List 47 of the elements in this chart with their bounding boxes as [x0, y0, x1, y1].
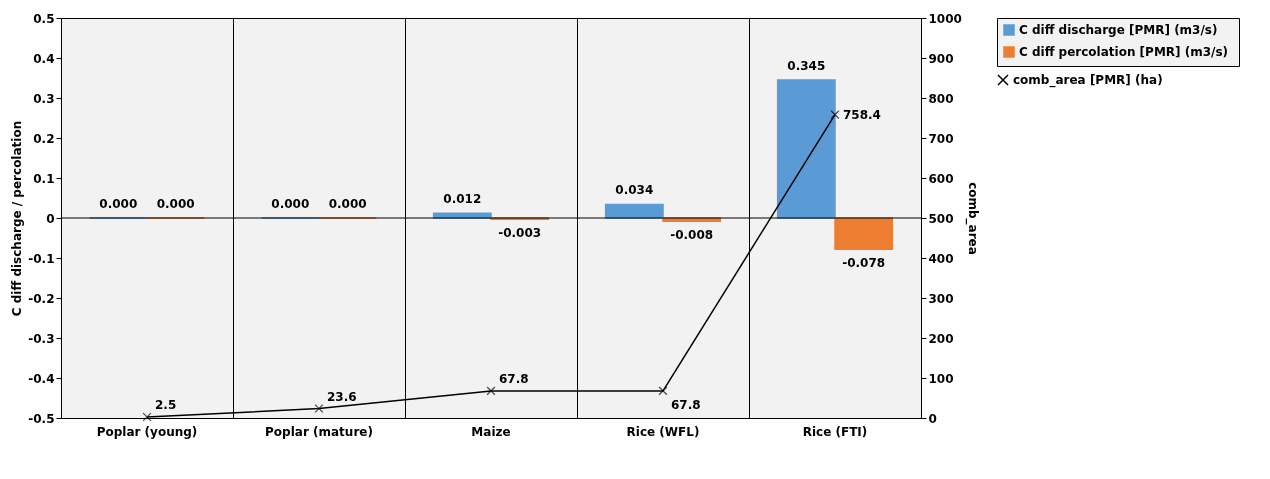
y-tick-label: 0.3 [33, 91, 55, 106]
y-axis-title: C diff discharge / percolation [10, 120, 25, 317]
data-label: 0.012 [443, 192, 482, 207]
legend-label: C diff percolation [PMR] (m3/s) [1019, 45, 1229, 59]
y2-tick-label: 300 [928, 291, 954, 306]
data-label: 0.000 [271, 197, 310, 211]
y2-tick-label: 600 [928, 171, 954, 186]
data-label: 0.034 [615, 183, 654, 198]
data-label: 67.8 [499, 371, 529, 386]
data-label: 0.345 [787, 59, 826, 73]
data-label: 2.5 [155, 398, 177, 412]
data-label: 758.4 [843, 107, 881, 122]
y-tick-label: -0.2 [28, 291, 55, 306]
data-label: 67.8 [671, 397, 701, 412]
data-label: 0.000 [328, 197, 367, 211]
y-tick-label: 0.4 [33, 51, 55, 66]
y-tick-label: -0.1 [28, 251, 55, 266]
y2-axis-title: comb_area [964, 182, 980, 255]
x-tick-label: Rice (FTI) [802, 424, 868, 439]
x-tick-label: Poplar (mature) [265, 424, 373, 439]
y2-tick-label: 1000 [928, 11, 962, 26]
y2-tick-label: 400 [928, 251, 954, 266]
x-tick-label: Maize [471, 424, 511, 439]
data-label: -0.003 [498, 226, 542, 241]
y2-tick-label: 0 [928, 411, 937, 426]
y-tick-label: 0 [46, 211, 55, 226]
y2-tick-label: 800 [928, 91, 954, 106]
y-tick-label: 0.1 [33, 171, 55, 186]
legend-label: C diff discharge [PMR] (m3/s) [1019, 23, 1218, 37]
y2-tick-label: 900 [928, 51, 954, 66]
x-tick-label: Poplar (young) [96, 424, 198, 439]
data-label: -0.008 [670, 228, 714, 243]
y-tick-label: 0.2 [33, 131, 55, 146]
y-tick-label: 0.5 [33, 11, 55, 26]
x-tick-label: Rice (WFL) [626, 424, 700, 439]
y2-tick-label: 700 [928, 131, 954, 146]
data-label: 23.6 [327, 389, 357, 404]
data-label: 0.000 [99, 197, 138, 211]
data-label: -0.078 [842, 256, 886, 271]
y2-tick-label: 200 [928, 331, 954, 346]
y-tick-label: -0.4 [28, 371, 55, 386]
y2-tick-label: 500 [928, 211, 954, 226]
legend-label: comb_area [PMR] (ha) [1013, 73, 1163, 88]
y-tick-label: -0.3 [28, 331, 55, 346]
y2-tick-label: 100 [928, 371, 954, 386]
y-tick-label: -0.5 [28, 411, 55, 426]
data-label: 0.000 [156, 197, 195, 211]
